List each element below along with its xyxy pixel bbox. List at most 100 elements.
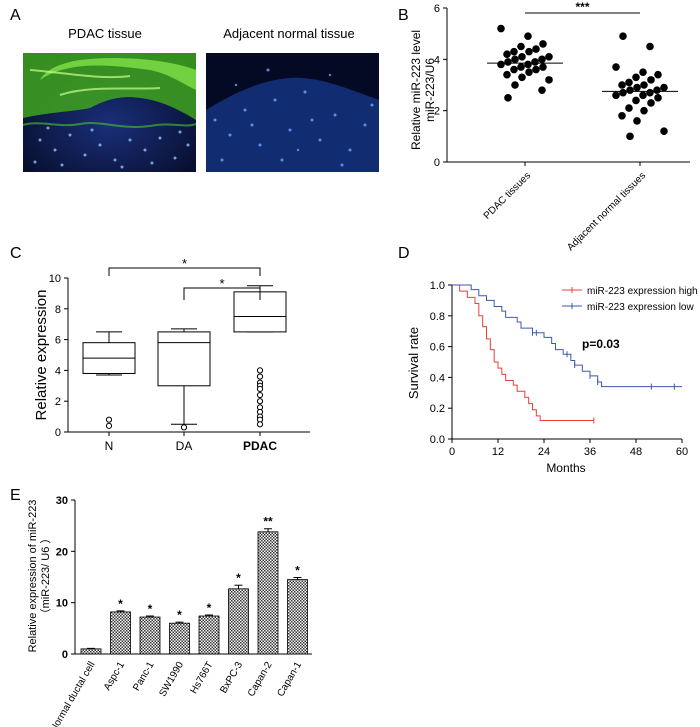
b-point xyxy=(618,81,626,89)
c-bracket-label: * xyxy=(182,256,187,271)
b-point xyxy=(625,78,633,87)
chart-c: 0 2 4 6 8 10 N DA PDAC * * xyxy=(49,256,310,453)
b-point xyxy=(510,65,518,74)
c-xtick-label: PDAC xyxy=(243,439,277,453)
e-ytick-label: 30 xyxy=(56,495,68,507)
d-xtick-label: 0 xyxy=(449,446,455,458)
e-ytick-label: 20 xyxy=(56,546,68,558)
c-outlier xyxy=(256,385,264,392)
b-point xyxy=(640,106,648,115)
e-ytick-label: 10 xyxy=(56,598,68,610)
c-bracket-da-pdac xyxy=(183,287,261,300)
b-point xyxy=(538,86,546,94)
e-bar xyxy=(169,622,190,655)
chart-d: 0.0 0.2 0.4 0.6 0.8 1.0 0 12 24 36 48 60 miR-223 exp… xyxy=(430,280,698,458)
b-point xyxy=(640,81,648,89)
b-point xyxy=(503,70,511,79)
e-ylabel-line2: （miR-223/ U6 ） xyxy=(39,533,52,620)
adjacent-tissue-label: Adjacent normal tissue xyxy=(223,26,355,41)
d-legend-label: miR-223 expression high xyxy=(587,286,698,297)
e-xtick-label: Normal ductal cell xyxy=(48,660,97,727)
c-outlier xyxy=(105,422,113,429)
b-point xyxy=(539,63,547,71)
c-ytick-label: 2 xyxy=(55,396,61,408)
e-xtick-label: BxPC-3 xyxy=(218,660,245,696)
b-point xyxy=(639,91,647,100)
e-ytick-label: 0 xyxy=(62,649,68,661)
b-point xyxy=(531,58,539,66)
b-xtick-label: Adjacent normal tissues xyxy=(565,170,648,253)
b-ytick-label: 6 xyxy=(434,3,440,15)
e-xtick-label: Capan-1 xyxy=(275,660,304,699)
c-xtick-label: N xyxy=(105,439,114,453)
e-sig-label: * xyxy=(177,608,182,622)
b-point xyxy=(632,73,640,82)
b-point xyxy=(618,112,626,120)
c-outlier xyxy=(256,398,264,405)
e-sig-label: * xyxy=(207,601,212,615)
c-outlier xyxy=(256,391,264,399)
b-point xyxy=(633,83,641,92)
e-bar xyxy=(257,531,279,655)
d-survival-curve xyxy=(452,284,594,422)
b-point xyxy=(504,58,512,66)
e-bar xyxy=(80,648,102,655)
c-box xyxy=(157,331,211,387)
e-sig-label: * xyxy=(148,602,153,616)
d-xtick-label: 36 xyxy=(584,446,596,458)
d-ytick-label: 0.4 xyxy=(430,372,445,384)
b-point xyxy=(525,47,533,56)
b-point xyxy=(625,104,633,112)
b-point xyxy=(646,88,654,97)
e-bar xyxy=(287,579,308,655)
e-xtick-label: Panc-1 xyxy=(131,660,157,693)
b-point xyxy=(653,86,661,94)
b-point xyxy=(612,63,620,71)
e-sig-label: * xyxy=(118,597,123,611)
d-ytick-label: 0.6 xyxy=(430,342,445,354)
d-ylabel: Survival rate xyxy=(406,327,421,399)
b-point xyxy=(497,24,505,33)
b-point xyxy=(511,55,519,64)
b-point xyxy=(524,60,532,69)
panel-b-letter: B xyxy=(398,7,409,24)
e-sig-label: * xyxy=(295,564,300,578)
d-ytick-label: 0.8 xyxy=(430,311,445,323)
d-xtick-label: 48 xyxy=(630,446,642,458)
c-ytick-label: 0 xyxy=(55,427,61,439)
d-p-value: p=0.03 xyxy=(582,337,620,351)
b-point xyxy=(539,40,547,48)
e-sig-label: * xyxy=(236,571,241,585)
b-point xyxy=(654,94,662,102)
c-ytick-label: 8 xyxy=(55,304,61,316)
b-point xyxy=(518,73,526,82)
c-outlier xyxy=(105,416,113,423)
b-sig-label: *** xyxy=(575,0,589,14)
b-point xyxy=(510,47,518,56)
b-point xyxy=(545,52,553,61)
b-point xyxy=(647,76,655,84)
b-point xyxy=(511,81,519,89)
d-ytick-label: 0.0 xyxy=(430,434,445,446)
b-point xyxy=(654,70,662,79)
d-survival-curve xyxy=(452,284,682,388)
b-point xyxy=(503,50,511,58)
chart-e: 0 10 20 30 Normal ductal cell * Aspc-1 * Panc-1 *… xyxy=(48,495,312,727)
c-outlier xyxy=(256,421,264,428)
b-point xyxy=(647,99,655,107)
b-point xyxy=(524,32,532,41)
b-point xyxy=(660,127,668,135)
c-outlier xyxy=(256,373,264,380)
b-point xyxy=(532,65,540,74)
adjacent-tissue-image xyxy=(206,53,379,172)
c-outlier xyxy=(180,424,188,431)
panel-a-letter: A xyxy=(10,7,21,24)
d-ytick-label: 1.0 xyxy=(430,280,445,292)
e-xtick-label: Capan-2 xyxy=(246,660,275,699)
e-xtick-label: Aspc-1 xyxy=(102,660,127,693)
b-point xyxy=(632,96,640,105)
d-xtick-label: 24 xyxy=(538,446,550,458)
b-point xyxy=(633,117,641,125)
b-point xyxy=(525,68,533,76)
